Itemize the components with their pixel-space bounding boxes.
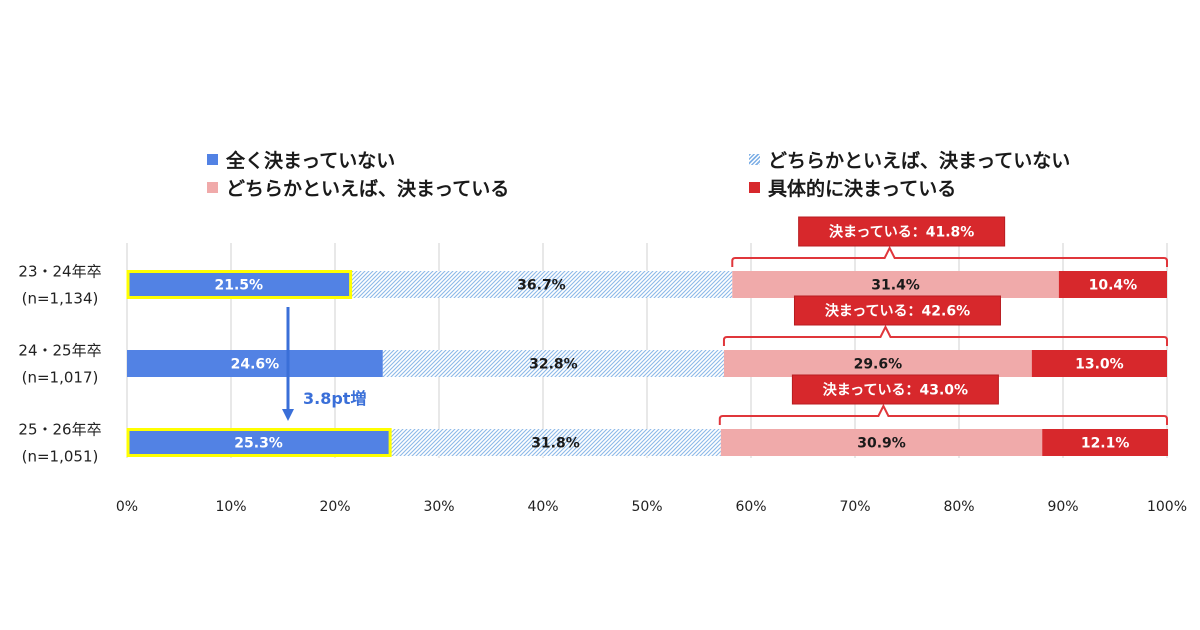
legend-label: どちらかといえば、決まっていない bbox=[768, 150, 1071, 172]
change-label: 3.8pt増 bbox=[303, 389, 366, 408]
bracket bbox=[718, 403, 1168, 425]
x-tick-label: 60% bbox=[735, 499, 766, 515]
bar-segment bbox=[127, 350, 383, 377]
decided-total-callout bbox=[793, 295, 1001, 326]
data-label: 21.5% bbox=[215, 278, 264, 294]
bar-segment bbox=[732, 271, 1059, 298]
bar-segment bbox=[1058, 271, 1167, 298]
legend-label: 具体的に決まっている bbox=[768, 178, 957, 200]
decided-total-label: 決まっている：43.0% bbox=[823, 382, 968, 399]
legend-swatch-hatched-blue bbox=[749, 154, 760, 165]
x-tick-label: 0% bbox=[116, 499, 138, 515]
x-tick-label: 20% bbox=[319, 499, 350, 515]
x-tick-label: 30% bbox=[423, 499, 454, 515]
data-label: 24.6% bbox=[231, 357, 280, 373]
x-tick-label: 100% bbox=[1147, 499, 1187, 515]
bar-segment bbox=[127, 429, 391, 456]
legend-item-rather-decided: どちらかといえば、決まっている bbox=[207, 174, 509, 201]
category-label: (n=1,051) bbox=[22, 448, 99, 466]
legend-swatch-red bbox=[749, 182, 760, 193]
data-label: 31.8% bbox=[531, 436, 580, 452]
category-label: (n=1,017) bbox=[22, 369, 99, 387]
legend-item-rather-not-decided: どちらかといえば、決まっていない bbox=[749, 146, 1070, 173]
decided-total-callout bbox=[791, 374, 999, 405]
bracket bbox=[731, 245, 1168, 267]
legend-swatch-pink bbox=[207, 182, 218, 193]
data-label: 25.3% bbox=[234, 436, 283, 452]
change-arrow-head bbox=[282, 409, 294, 421]
bar-segment bbox=[127, 271, 351, 298]
bar-segment bbox=[1031, 350, 1167, 377]
bar-segment bbox=[350, 271, 733, 298]
decided-total-label: 決まっている：41.8% bbox=[829, 224, 974, 241]
x-tick-label: 80% bbox=[943, 499, 974, 515]
data-label: 31.4% bbox=[871, 278, 920, 294]
data-label: 29.6% bbox=[854, 357, 903, 373]
legend-swatch-solid-blue bbox=[207, 154, 218, 165]
x-tick-label: 10% bbox=[215, 499, 246, 515]
bar-segment bbox=[1042, 429, 1169, 456]
x-tick-label: 90% bbox=[1047, 499, 1078, 515]
legend-label: どちらかといえば、決まっている bbox=[226, 178, 510, 200]
highlight-outline bbox=[126, 270, 353, 299]
category-label: (n=1,134) bbox=[22, 290, 99, 308]
bar-segment bbox=[382, 350, 724, 377]
bar-segment bbox=[723, 350, 1032, 377]
decided-total-label: 決まっている：42.6% bbox=[825, 303, 970, 320]
bar-segment bbox=[390, 429, 721, 456]
bar-segment bbox=[720, 429, 1043, 456]
legend-item-not-decided-at-all: 全く決まっていない bbox=[207, 146, 395, 173]
data-label: 10.4% bbox=[1089, 278, 1138, 294]
x-tick-label: 50% bbox=[631, 499, 662, 515]
data-label: 12.1% bbox=[1081, 436, 1130, 452]
data-label: 36.7% bbox=[517, 278, 566, 294]
highlight-outline bbox=[126, 428, 392, 457]
data-label: 13.0% bbox=[1075, 357, 1124, 373]
category-label: 25・26年卒 bbox=[18, 421, 101, 439]
data-label: 30.9% bbox=[857, 436, 906, 452]
data-label: 32.8% bbox=[529, 357, 578, 373]
x-tick-label: 70% bbox=[839, 499, 870, 515]
decided-total-callout bbox=[798, 216, 1006, 247]
legend-label: 全く決まっていない bbox=[226, 150, 396, 172]
category-label: 23・24年卒 bbox=[18, 263, 101, 281]
bracket bbox=[722, 324, 1168, 346]
x-tick-label: 40% bbox=[527, 499, 558, 515]
category-label: 24・25年卒 bbox=[18, 342, 101, 360]
legend-item-specifically-decided: 具体的に決まっている bbox=[749, 174, 956, 201]
